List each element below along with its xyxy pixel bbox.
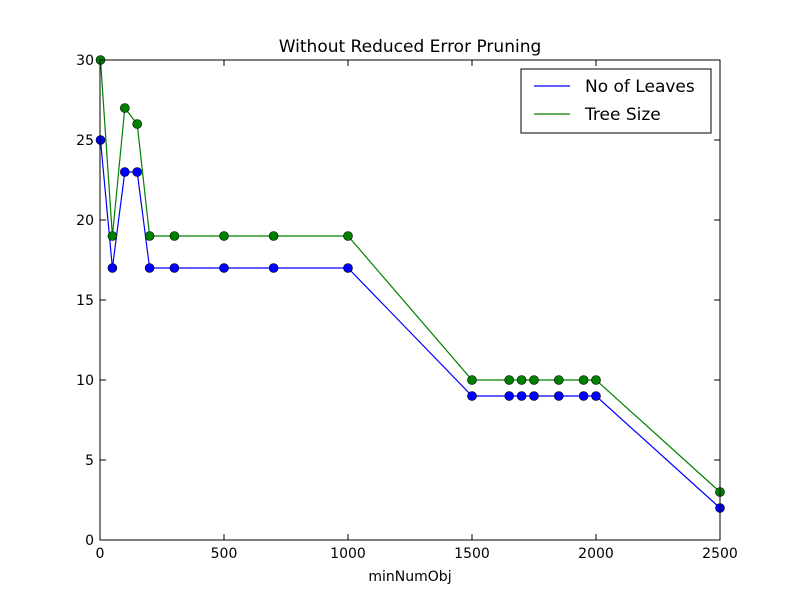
data-point xyxy=(107,231,118,241)
data-point xyxy=(169,263,180,273)
series-line xyxy=(99,139,721,509)
x-tick-label: 2500 xyxy=(702,546,738,562)
data-point xyxy=(553,375,564,385)
y-tick-label: 0 xyxy=(85,533,94,549)
data-point xyxy=(107,263,118,273)
data-point xyxy=(219,263,229,273)
x-tick-label: 1500 xyxy=(454,546,490,562)
x-axis-title: minNumObj xyxy=(368,569,451,585)
series-2 xyxy=(95,55,725,497)
data-point xyxy=(219,231,229,241)
x-tick-label: 500 xyxy=(211,546,238,562)
data-point xyxy=(516,391,527,401)
legend-label: No of Leaves xyxy=(585,77,695,97)
x-tick-label: 2000 xyxy=(578,546,614,562)
data-point xyxy=(343,263,353,273)
data-point xyxy=(132,119,142,129)
plot-frame xyxy=(99,59,721,541)
data-point xyxy=(504,375,515,385)
y-tick-label: 20 xyxy=(76,213,94,229)
data-point xyxy=(467,375,477,385)
legend: No of Leaves Tree Size xyxy=(520,68,712,134)
legend-box xyxy=(520,68,712,134)
data-point xyxy=(529,391,539,401)
data-point xyxy=(504,391,515,401)
data-point xyxy=(578,375,589,385)
chart-title: Without Reduced Error Pruning xyxy=(279,37,542,57)
y-tick-label: 30 xyxy=(76,53,94,69)
data-point xyxy=(120,103,130,113)
data-point xyxy=(144,231,155,241)
y-tick-label: 10 xyxy=(76,373,94,389)
data-point xyxy=(268,263,279,273)
legend-label: Tree Size xyxy=(584,105,661,125)
data-point xyxy=(343,231,353,241)
series-1 xyxy=(95,135,725,513)
data-point xyxy=(591,391,601,401)
x-tick-label: 1000 xyxy=(330,546,366,562)
x-tick-label: 0 xyxy=(96,546,105,562)
data-point xyxy=(467,391,477,401)
data-point xyxy=(553,391,564,401)
x-axis-ticks: 0 500 1000 1500 2000 2500 xyxy=(96,60,738,562)
data-point xyxy=(144,263,155,273)
plot-series xyxy=(95,55,725,513)
y-tick-label: 5 xyxy=(85,453,94,469)
data-point xyxy=(132,167,142,177)
data-point xyxy=(591,375,601,385)
data-point xyxy=(120,167,130,177)
data-point xyxy=(529,375,539,385)
y-tick-label: 15 xyxy=(76,293,94,309)
data-point xyxy=(578,391,589,401)
data-point xyxy=(169,231,180,241)
data-point xyxy=(516,375,527,385)
y-tick-label: 25 xyxy=(76,133,94,149)
data-point xyxy=(268,231,279,241)
